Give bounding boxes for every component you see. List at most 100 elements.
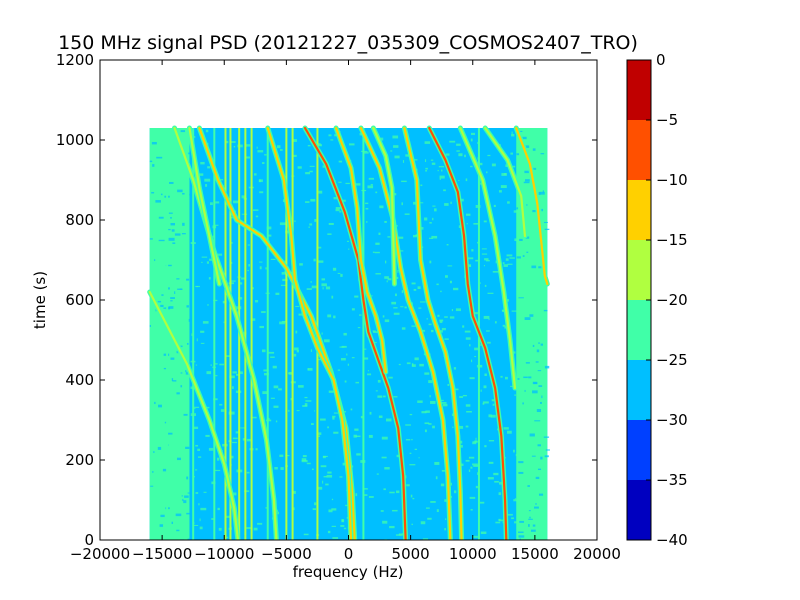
- heatmap-noise: [417, 400, 423, 403]
- heatmap-noise: [156, 156, 163, 159]
- heatmap-noise: [273, 385, 279, 389]
- heatmap-noise: [434, 461, 440, 465]
- heatmap-noise: [401, 180, 407, 183]
- heatmap-noise: [176, 392, 180, 395]
- heatmap-noise: [393, 307, 398, 309]
- heatmap-noise: [402, 160, 405, 163]
- heatmap-noise: [381, 456, 387, 459]
- heatmap-noise: [201, 261, 203, 263]
- colorbar-segment: [627, 120, 651, 180]
- heatmap-noise: [291, 154, 297, 157]
- heatmap-noise: [453, 367, 457, 370]
- heatmap-noise: [257, 150, 264, 153]
- heatmap-noise: [462, 325, 465, 328]
- heatmap-noise: [344, 380, 347, 383]
- heatmap-noise: [242, 438, 246, 441]
- x-axis-label: frequency (Hz): [293, 563, 404, 581]
- heatmap-noise: [331, 295, 334, 299]
- heatmap-noise: [475, 437, 477, 440]
- heatmap-noise: [310, 198, 316, 202]
- heatmap-noise: [230, 242, 233, 244]
- heatmap-noise: [318, 246, 322, 249]
- heatmap-noise: [259, 325, 264, 329]
- doppler-track: [359, 126, 452, 540]
- heatmap-noise: [152, 164, 155, 167]
- heatmap-noise: [244, 144, 251, 147]
- heatmap-noise: [296, 410, 300, 412]
- heatmap-noise: [244, 156, 250, 159]
- heatmap-noise: [505, 376, 508, 380]
- heatmap-noise: [383, 488, 386, 491]
- heatmap-noise: [168, 212, 173, 214]
- heatmap-noise: [270, 356, 275, 358]
- heatmap-noise: [384, 319, 390, 323]
- heatmap-noise: [389, 491, 395, 494]
- heatmap-noise: [203, 491, 207, 493]
- heatmap-noise: [449, 140, 456, 143]
- heatmap-noise: [280, 467, 284, 470]
- heatmap-noise: [168, 228, 171, 231]
- heatmap-noise: [246, 438, 252, 442]
- heatmap-noise: [467, 257, 474, 260]
- heatmap-noise: [311, 285, 318, 289]
- heatmap-noise: [196, 285, 198, 288]
- heatmap-noise: [458, 153, 463, 157]
- heatmap-noise: [368, 177, 374, 180]
- heatmap-noise: [465, 404, 471, 407]
- heatmap-noise: [213, 398, 218, 401]
- heatmap-noise: [537, 444, 541, 447]
- heatmap-noise: [471, 359, 473, 363]
- heatmap-noise: [323, 339, 330, 343]
- heatmap-noise: [531, 167, 537, 170]
- heatmap-noise: [265, 267, 267, 270]
- heatmap-noise: [226, 515, 232, 518]
- heatmap-noise: [346, 516, 348, 519]
- heatmap-noise: [449, 280, 452, 284]
- heatmap-noise: [513, 210, 518, 213]
- heatmap-noise: [170, 217, 173, 219]
- y-tick-label: 1200: [56, 51, 94, 69]
- heatmap-noise: [471, 249, 474, 252]
- heatmap-noise: [525, 179, 530, 182]
- heatmap-noise: [206, 261, 209, 264]
- heatmap-noise: [516, 153, 520, 156]
- heatmap-noise: [209, 202, 213, 206]
- heatmap-noise: [412, 234, 419, 238]
- heatmap-noise: [375, 242, 380, 245]
- heatmap-noise: [250, 416, 257, 419]
- heatmap-noise: [340, 273, 343, 277]
- spectrogram-heatmap: [147, 125, 550, 540]
- heatmap-noise: [328, 134, 332, 137]
- x-axis: −20000 −15000 −10000 −5000 0 5000 10000 15000 20…: [70, 60, 621, 563]
- heatmap-noise: [426, 318, 428, 320]
- heatmap-noise: [183, 500, 187, 504]
- heatmap-noise: [420, 184, 423, 187]
- heatmap-noise: [498, 519, 505, 522]
- heatmap-noise: [485, 259, 490, 262]
- heatmap-noise: [368, 434, 373, 438]
- heatmap-noise: [304, 396, 308, 399]
- heatmap-noise: [333, 431, 339, 434]
- heatmap-noise: [440, 483, 445, 487]
- heatmap-noise: [349, 143, 355, 146]
- heatmap-noise: [277, 511, 279, 515]
- heatmap-noise: [525, 236, 530, 239]
- x-tick-label: −20000: [70, 545, 130, 563]
- heatmap-noise: [456, 143, 461, 146]
- heatmap-noise: [472, 441, 477, 445]
- heatmap-noise: [276, 145, 281, 149]
- heatmap-noise: [304, 403, 308, 407]
- heatmap-noise: [262, 391, 268, 395]
- heatmap-noise: [301, 458, 307, 462]
- heatmap-noise: [200, 161, 205, 165]
- heatmap-noise: [185, 370, 187, 372]
- heatmap-noise: [455, 308, 461, 312]
- doppler-track: [428, 126, 508, 540]
- heatmap-noise: [310, 349, 312, 352]
- heatmap-noise: [535, 503, 537, 505]
- heatmap-noise: [317, 432, 322, 435]
- heatmap-noise: [493, 204, 496, 207]
- heatmap-noise: [363, 494, 368, 496]
- heatmap-noise: [428, 423, 432, 425]
- heatmap-noise: [414, 448, 418, 451]
